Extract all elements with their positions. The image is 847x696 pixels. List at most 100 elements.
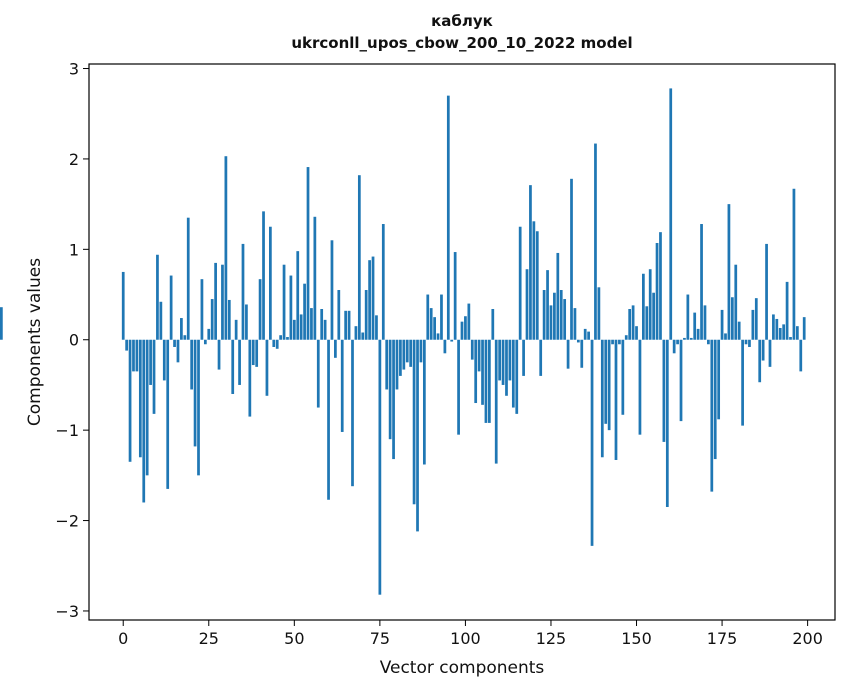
bar	[0, 307, 3, 340]
bar	[553, 292, 556, 340]
y-tick-label: −2	[55, 512, 79, 531]
bar	[316, 339, 320, 408]
bar	[559, 290, 563, 340]
bar	[741, 339, 744, 426]
bar	[392, 339, 395, 460]
bar	[388, 339, 392, 440]
bar	[279, 335, 283, 340]
y-tick-label: 3	[69, 60, 79, 79]
bar	[275, 339, 279, 349]
bar	[248, 339, 252, 417]
x-tick-label: 150	[621, 629, 652, 648]
bar	[320, 309, 324, 340]
bar	[217, 339, 221, 370]
bar	[477, 339, 481, 372]
bar	[412, 339, 416, 505]
bar	[590, 339, 594, 546]
bar	[665, 339, 669, 507]
x-tick-label: 25	[199, 629, 219, 648]
bar	[453, 252, 457, 340]
bar	[628, 309, 632, 340]
bar	[433, 317, 436, 340]
bar	[221, 264, 224, 340]
bar	[720, 309, 724, 340]
bar	[703, 305, 707, 340]
bar	[125, 339, 129, 351]
bar	[597, 287, 601, 340]
bar	[573, 308, 577, 340]
bar	[744, 339, 748, 345]
bar	[775, 318, 779, 340]
bar	[159, 301, 163, 340]
bar	[508, 339, 512, 381]
bar	[782, 324, 786, 340]
bar	[518, 226, 522, 340]
bar	[446, 95, 450, 340]
bar	[426, 294, 430, 340]
bar	[717, 339, 721, 420]
bar	[299, 314, 303, 340]
bar	[238, 339, 241, 385]
bar	[344, 310, 348, 340]
bar	[641, 273, 645, 340]
bar	[292, 319, 296, 340]
bar	[525, 269, 529, 340]
bar	[696, 328, 700, 340]
bar	[669, 88, 673, 340]
x-tick-label: 0	[118, 629, 128, 648]
bar	[310, 308, 313, 340]
bar	[689, 337, 693, 340]
bar	[604, 339, 608, 424]
bar	[186, 217, 190, 340]
bar	[337, 290, 341, 340]
bar	[258, 279, 262, 340]
bar	[676, 339, 679, 345]
bar	[481, 339, 484, 405]
y-tick-label: −3	[55, 602, 79, 621]
bar	[594, 143, 597, 340]
bars-group	[0, 88, 806, 595]
y-tick-label: 2	[69, 150, 79, 169]
bar	[357, 175, 361, 340]
bar	[638, 339, 642, 435]
bar	[152, 339, 156, 414]
bar	[214, 262, 217, 340]
bar	[785, 281, 789, 340]
bar	[429, 308, 433, 340]
bar	[566, 339, 570, 369]
bar	[231, 339, 235, 394]
bar	[631, 305, 635, 340]
bar	[385, 339, 389, 390]
bar	[470, 339, 474, 360]
bar	[183, 335, 187, 340]
bar	[501, 339, 505, 385]
bar	[440, 294, 443, 340]
bar	[323, 319, 327, 340]
bar	[419, 339, 423, 363]
bar	[611, 339, 614, 345]
bar	[176, 339, 180, 363]
y-axis-label: Components values	[25, 257, 45, 427]
bar	[618, 339, 621, 345]
bar	[730, 297, 734, 340]
bar	[166, 339, 170, 489]
bar	[491, 309, 495, 340]
bar	[340, 339, 344, 432]
bar	[251, 339, 255, 366]
bar	[422, 339, 426, 465]
bar	[799, 339, 803, 372]
bar	[549, 305, 553, 340]
bar	[693, 312, 697, 340]
bar	[662, 339, 666, 442]
bar	[802, 317, 806, 340]
bar	[241, 243, 245, 340]
bar	[371, 256, 375, 340]
x-tick-label: 75	[370, 629, 390, 648]
bar	[600, 339, 604, 458]
bar	[734, 264, 738, 340]
bar	[234, 319, 238, 340]
bar	[210, 299, 214, 340]
bar	[724, 333, 727, 340]
bar	[484, 339, 488, 423]
axes-frame	[88, 63, 836, 621]
